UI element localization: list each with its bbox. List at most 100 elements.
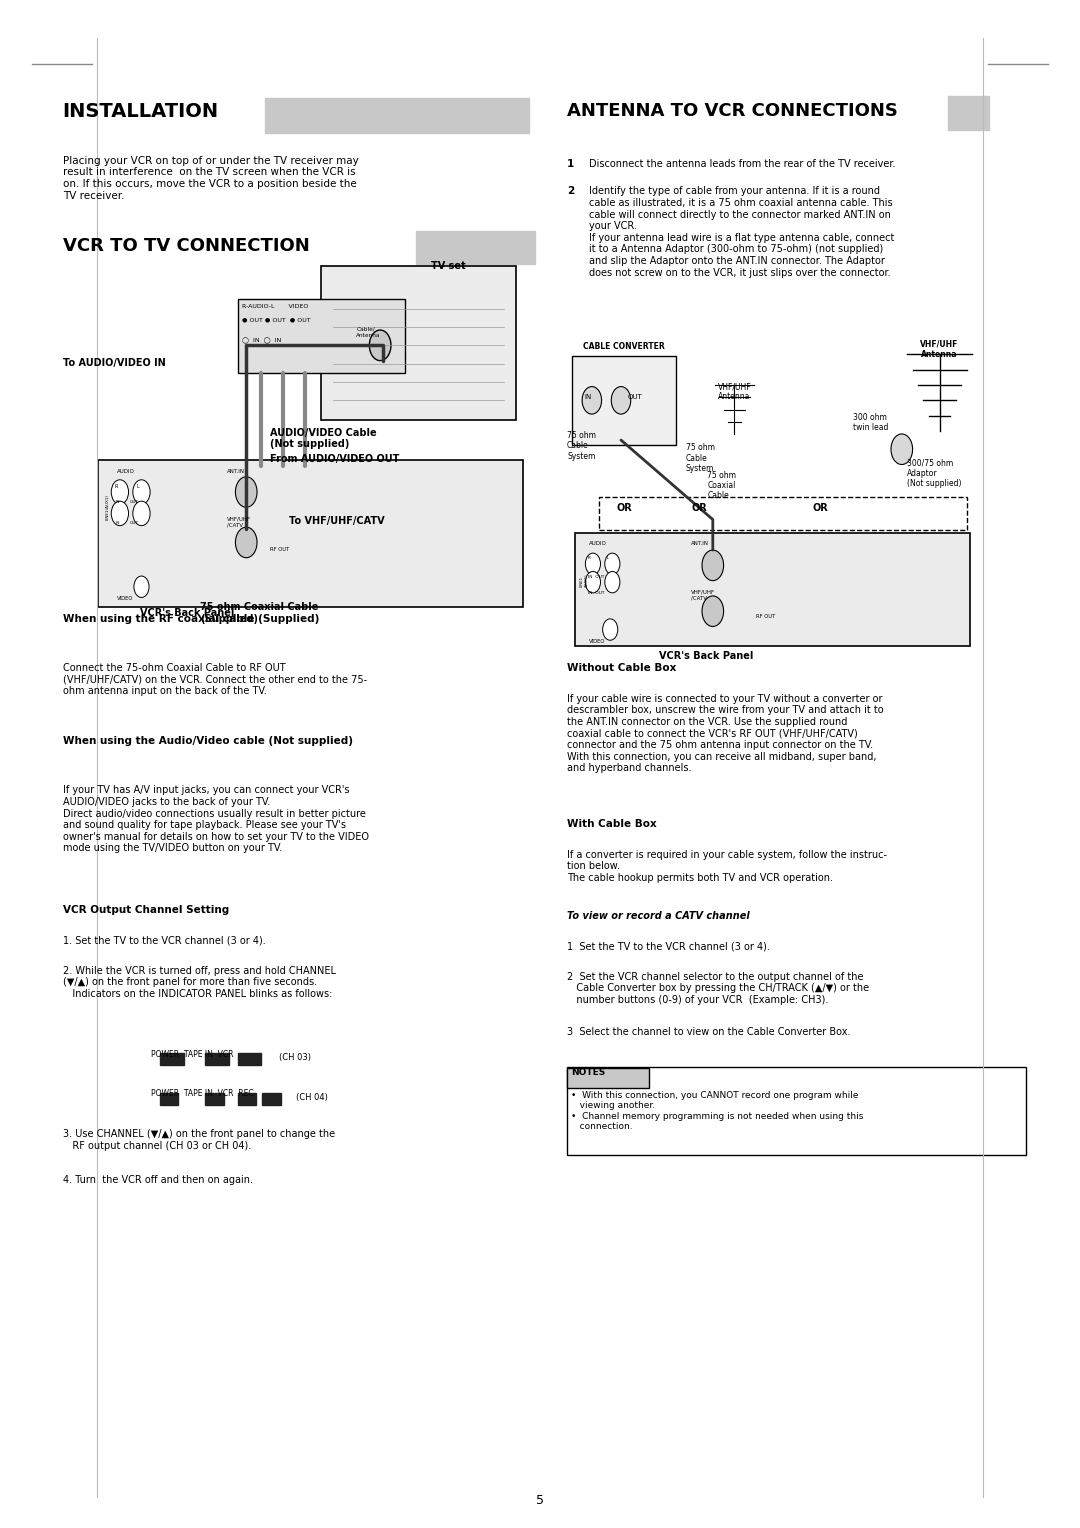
Text: R: R: [114, 484, 118, 489]
Text: RF OUT: RF OUT: [270, 547, 289, 552]
Text: L: L: [136, 484, 139, 489]
Text: NOTES: NOTES: [571, 1068, 606, 1077]
Text: 300/75 ohm
Adaptor
(Not supplied): 300/75 ohm Adaptor (Not supplied): [907, 458, 961, 489]
Bar: [160, 1093, 178, 1105]
Text: Connect the 75-ohm Coaxial Cable to RF OUT
(VHF/UHF/CATV) on the VCR. Connect th: Connect the 75-ohm Coaxial Cable to RF O…: [63, 663, 367, 697]
Text: 75 ohm
Cable
System: 75 ohm Cable System: [686, 443, 715, 474]
Circle shape: [111, 501, 129, 526]
Bar: [265, 98, 529, 133]
Circle shape: [111, 480, 129, 504]
Text: ANT.IN: ANT.IN: [227, 469, 245, 474]
Text: IN: IN: [116, 500, 120, 504]
Text: If your cable wire is connected to your TV without a converter or
descrambler bo: If your cable wire is connected to your …: [567, 694, 883, 773]
FancyBboxPatch shape: [98, 460, 523, 607]
Bar: [416, 231, 535, 264]
Bar: [205, 1093, 224, 1105]
Text: AUDIO: AUDIO: [117, 469, 135, 474]
Text: ANT.IN: ANT.IN: [691, 541, 710, 545]
Text: R: R: [588, 556, 591, 561]
Text: To view or record a CATV channel: To view or record a CATV channel: [567, 911, 750, 921]
Text: CABLE CONVERTER: CABLE CONVERTER: [583, 342, 665, 351]
Circle shape: [585, 553, 600, 575]
FancyBboxPatch shape: [575, 533, 970, 646]
Text: To AUDIO/VIDEO IN: To AUDIO/VIDEO IN: [63, 358, 165, 368]
Text: RF OUT: RF OUT: [756, 614, 775, 619]
Text: IN: IN: [116, 521, 120, 526]
Text: With Cable Box: With Cable Box: [567, 819, 657, 830]
Circle shape: [603, 619, 618, 640]
Circle shape: [611, 387, 631, 414]
Circle shape: [585, 571, 600, 593]
FancyBboxPatch shape: [572, 356, 676, 445]
Text: When using the Audio/Video cable (Not supplied): When using the Audio/Video cable (Not su…: [63, 736, 353, 747]
Text: To VHF/UHF/CATV: To VHF/UHF/CATV: [289, 516, 386, 527]
Text: POWER  TAPE IN  VCR: POWER TAPE IN VCR: [151, 1050, 233, 1059]
Text: 5: 5: [536, 1494, 544, 1508]
Text: From AUDIO/VIDEO OUT: From AUDIO/VIDEO OUT: [270, 454, 400, 465]
Text: INSTALLATION: INSTALLATION: [63, 102, 219, 121]
FancyBboxPatch shape: [321, 266, 516, 420]
Circle shape: [134, 576, 149, 597]
Text: OUT: OUT: [130, 521, 138, 526]
Bar: [567, 1068, 649, 1088]
Text: Disconnect the antenna leads from the rear of the TV receiver.: Disconnect the antenna leads from the re…: [589, 159, 895, 170]
Text: When using the RF coaxial cable (Supplied): When using the RF coaxial cable (Supplie…: [63, 614, 319, 625]
Text: ● OUT ● OUT  ● OUT: ● OUT ● OUT ● OUT: [242, 318, 311, 322]
Text: (CH 03): (CH 03): [279, 1053, 311, 1062]
Circle shape: [133, 501, 150, 526]
Text: POWER  TAPE IN  VCR  REC: POWER TAPE IN VCR REC: [151, 1089, 254, 1099]
Bar: [238, 1053, 261, 1065]
Text: VIDEO: VIDEO: [117, 596, 133, 601]
Text: 300 ohm
twin lead: 300 ohm twin lead: [853, 413, 889, 432]
Text: 1  Set the TV to the VCR channel (3 or 4).: 1 Set the TV to the VCR channel (3 or 4)…: [567, 941, 770, 952]
Circle shape: [369, 330, 391, 361]
Text: IN: IN: [584, 394, 592, 400]
Text: OUT: OUT: [130, 500, 138, 504]
Text: Cable/
Antenna: Cable/ Antenna: [356, 327, 381, 338]
Text: Placing your VCR on top of or under the TV receiver may
result in interference  : Placing your VCR on top of or under the …: [63, 156, 359, 200]
Text: ◯  IN  ◯  IN: ◯ IN ◯ IN: [242, 338, 281, 344]
Text: VHF/UHF
Antenna: VHF/UHF Antenna: [717, 382, 752, 402]
Text: If your TV has A/V input jacks, you can connect your VCR's
AUDIO/VIDEO jacks to : If your TV has A/V input jacks, you can …: [63, 785, 368, 854]
Text: OR: OR: [692, 503, 707, 513]
Circle shape: [605, 571, 620, 593]
Text: If a converter is required in your cable system, follow the instruc-
tion below.: If a converter is required in your cable…: [567, 850, 887, 883]
Circle shape: [235, 477, 257, 507]
Text: OR: OR: [813, 503, 828, 513]
Text: 75 ohm
Cable
System: 75 ohm Cable System: [567, 431, 596, 461]
Text: L: L: [607, 556, 609, 561]
Circle shape: [133, 480, 150, 504]
Bar: [160, 1053, 184, 1065]
Text: VHF/UHF
/CATV: VHF/UHF /CATV: [227, 516, 251, 527]
Text: OUT: OUT: [627, 394, 643, 400]
Text: IN  OUT: IN OUT: [588, 575, 604, 579]
Text: Identify the type of cable from your antenna. If it is a round
cable as illustra: Identify the type of cable from your ant…: [589, 186, 894, 278]
Text: R-AUDIO-L       VIDEO: R-AUDIO-L VIDEO: [242, 304, 308, 309]
Text: 1: 1: [567, 159, 575, 170]
Text: 3. Use CHANNEL (▼/▲) on the front panel to change the
   RF output channel (CH 0: 3. Use CHANNEL (▼/▲) on the front panel …: [63, 1129, 335, 1151]
Text: 75 ohm
Coaxial
Cable: 75 ohm Coaxial Cable: [707, 471, 737, 501]
Circle shape: [605, 553, 620, 575]
Text: 2  Set the VCR channel selector to the output channel of the
   Cable Converter : 2 Set the VCR channel selector to the ou…: [567, 972, 869, 1005]
Text: 75 ohm Coaxial Cable
(Supplied): 75 ohm Coaxial Cable (Supplied): [200, 602, 319, 623]
Text: 2: 2: [567, 186, 575, 197]
Bar: [567, 1067, 1026, 1155]
Bar: [238, 1093, 256, 1105]
Circle shape: [702, 550, 724, 581]
Circle shape: [582, 387, 602, 414]
Bar: [262, 1093, 281, 1105]
Text: Without Cable Box: Without Cable Box: [567, 663, 676, 674]
Text: AUDIO/VIDEO Cable
(Not supplied): AUDIO/VIDEO Cable (Not supplied): [270, 428, 377, 449]
Text: VCR TO TV CONNECTION: VCR TO TV CONNECTION: [63, 237, 309, 255]
Text: (CH 04): (CH 04): [296, 1093, 328, 1102]
Bar: [599, 497, 967, 530]
Text: 1. Set the TV to the VCR channel (3 or 4).: 1. Set the TV to the VCR channel (3 or 4…: [63, 935, 266, 946]
Text: •  With this connection, you CANNOT record one program while
   viewing another.: • With this connection, you CANNOT recor…: [571, 1091, 864, 1131]
Text: IN  OUT: IN OUT: [588, 591, 604, 596]
Text: VHF/UHF
/CATV: VHF/UHF /CATV: [691, 590, 715, 601]
Text: OR: OR: [617, 503, 632, 513]
Bar: [948, 96, 989, 130]
Text: LINE1
(AUX1): LINE1 (AUX1): [580, 573, 589, 587]
Text: 2. While the VCR is turned off, press and hold CHANNEL
(▼/▲) on the front panel : 2. While the VCR is turned off, press an…: [63, 966, 336, 999]
Text: ANTENNA TO VCR CONNECTIONS: ANTENNA TO VCR CONNECTIONS: [567, 102, 897, 121]
